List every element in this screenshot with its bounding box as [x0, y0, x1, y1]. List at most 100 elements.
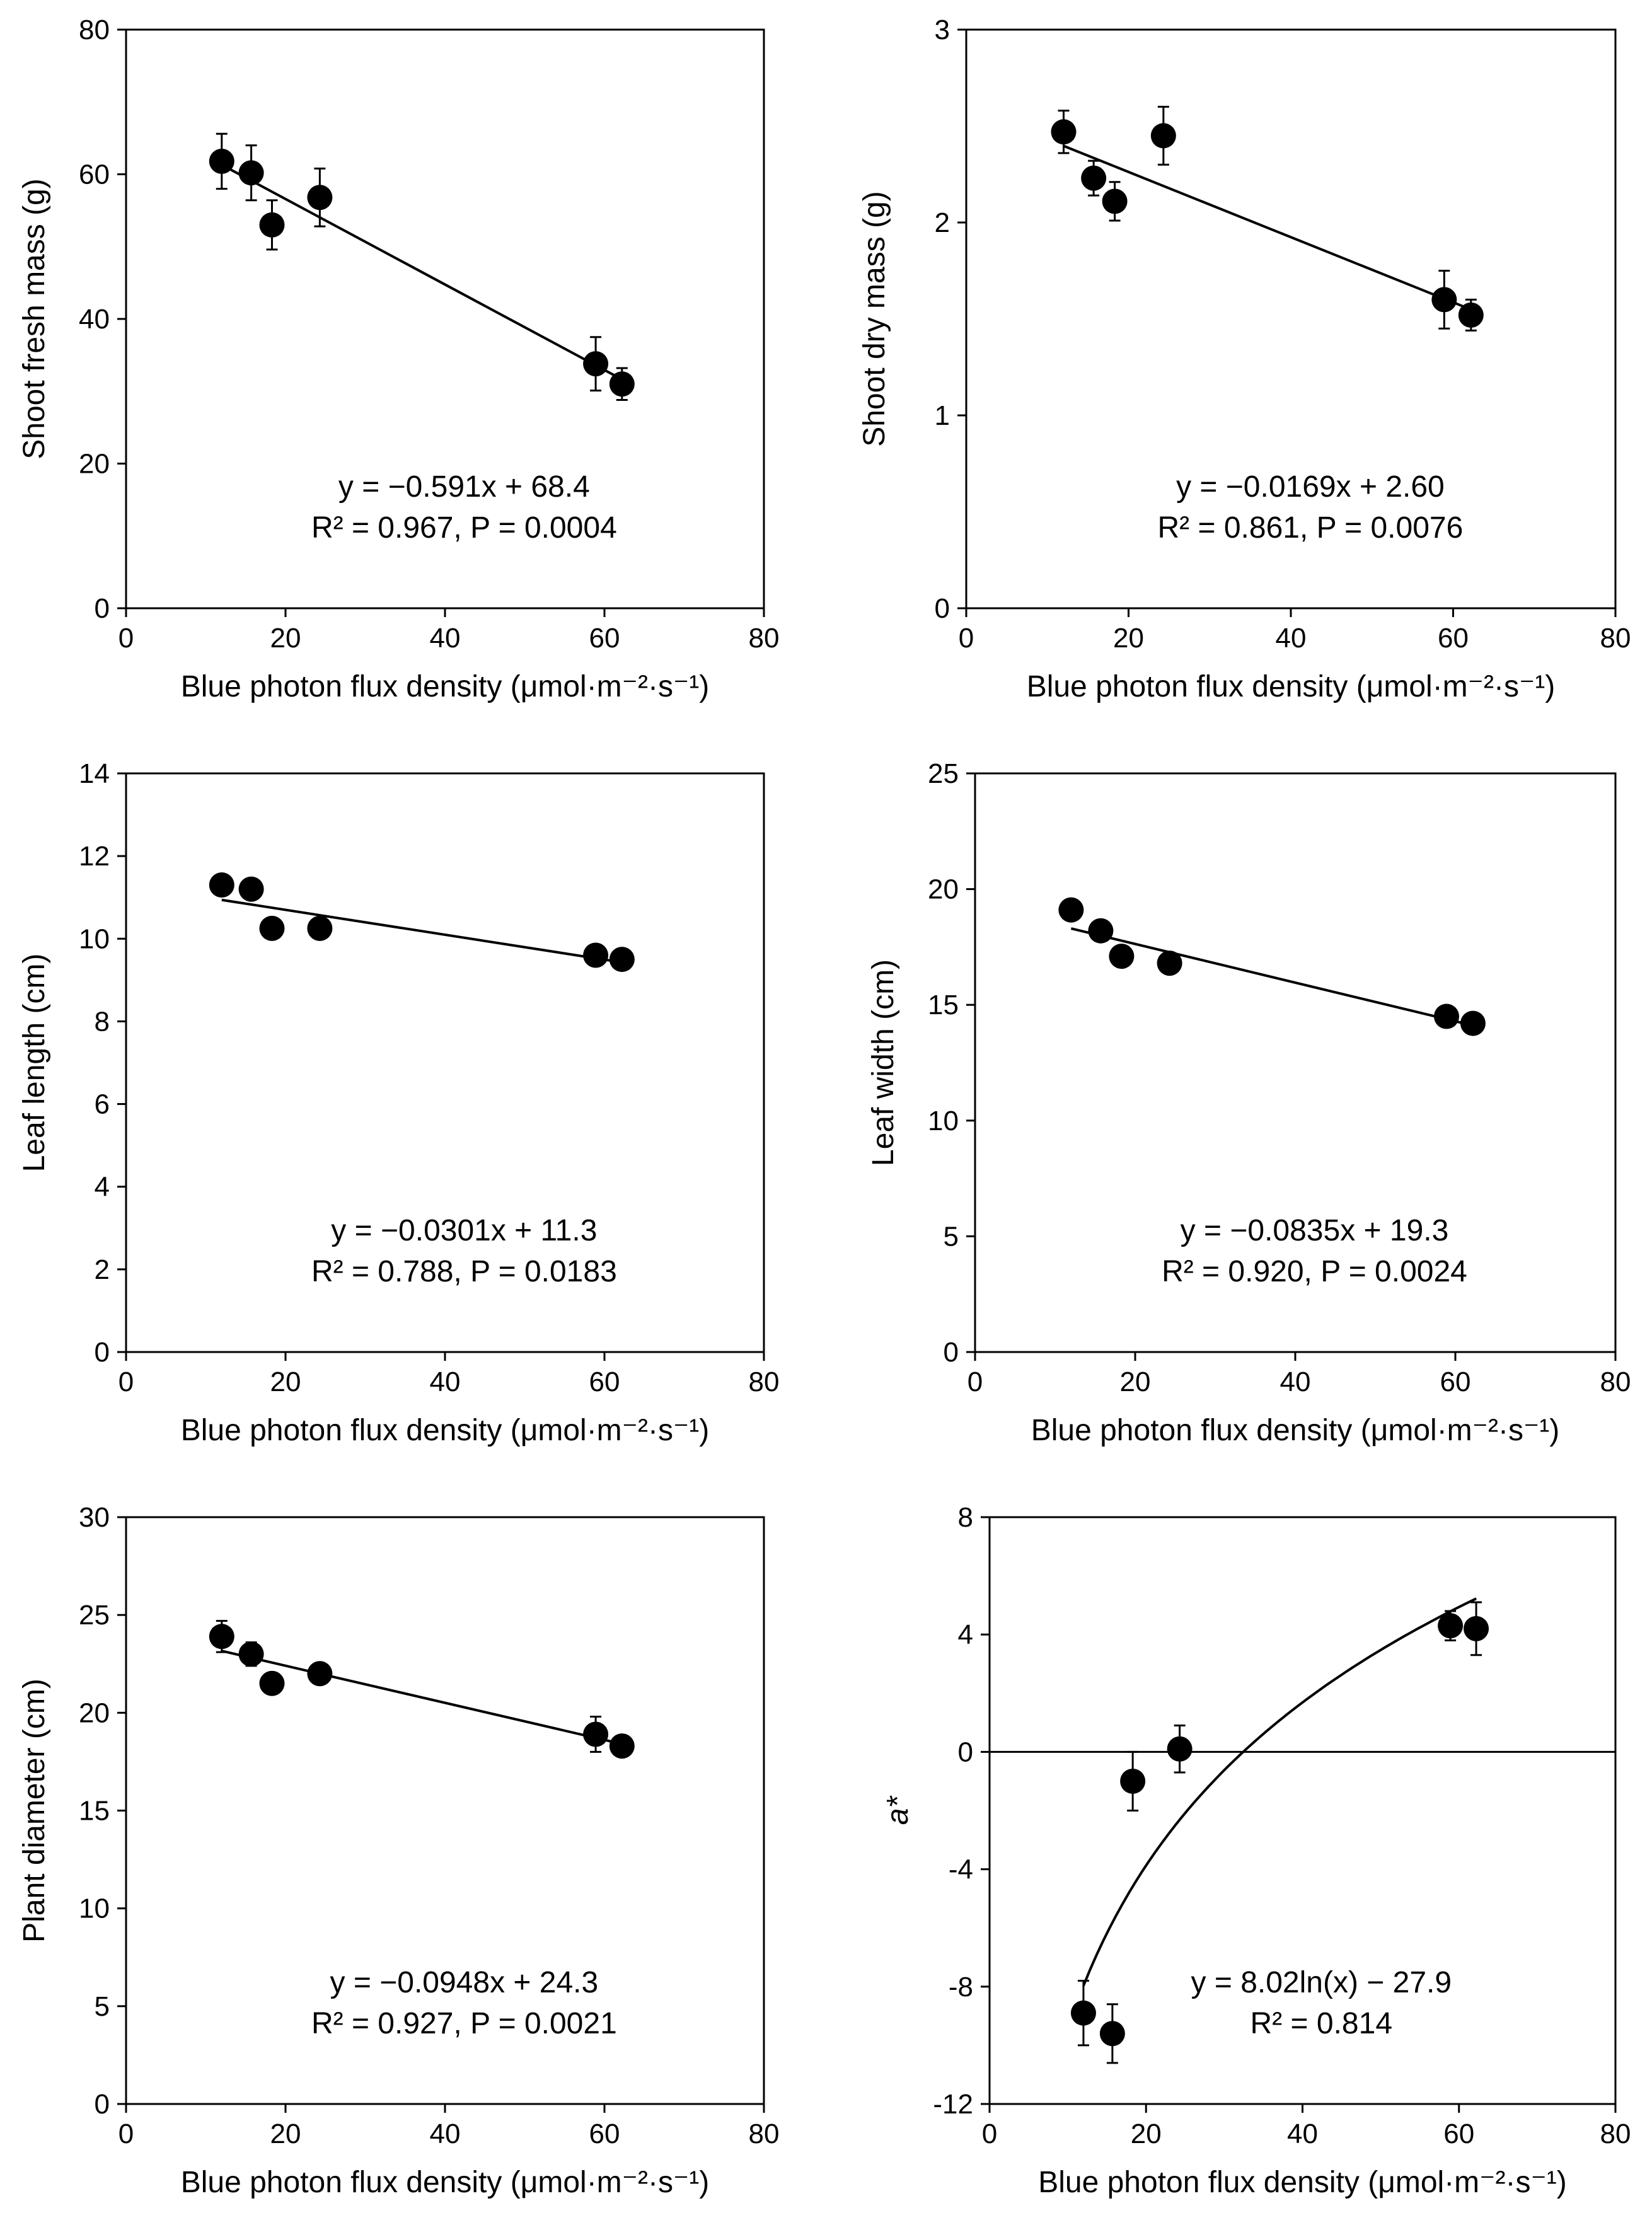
x-axis-title: Blue photon flux density (μmol·m⁻²·s⁻¹)	[181, 2166, 710, 2199]
fit-equation: y = −0.0835x + 19.3	[1181, 1214, 1449, 1247]
fit-equation: y = −0.591x + 68.4	[338, 470, 590, 504]
y-axis-title: Shoot dry mass (g)	[858, 191, 891, 446]
fit-equation: y = −0.0169x + 2.60	[1176, 470, 1445, 504]
data-point	[1058, 897, 1084, 923]
data-point	[583, 351, 609, 377]
data-point	[307, 185, 333, 211]
fit-statistics: R² = 0.814	[1251, 2007, 1392, 2040]
x-tick-label: 0	[982, 2118, 997, 2149]
data-point	[1438, 1613, 1464, 1639]
y-tick-label: 8	[95, 1006, 110, 1037]
x-tick-label: 60	[589, 2118, 620, 2149]
y-tick-label: 80	[79, 14, 110, 45]
data-point	[1099, 2021, 1125, 2047]
y-axis-title: Leaf width (cm)	[867, 959, 900, 1166]
y-tick-label: 0	[95, 1337, 110, 1368]
chart-panel-3: 0 20 40 60 80 0 2 4 6 8 10 12 14 Blue photon flux den…	[18, 758, 779, 1447]
x-tick-label: 20	[270, 1367, 301, 1397]
regression-line	[221, 163, 623, 381]
chart-panel-2: 0 20 40 60 80 0 1 2 3 Blue photon flux density (μ…	[858, 14, 1631, 703]
data-point	[609, 947, 635, 973]
y-tick-label: 20	[79, 449, 110, 480]
fit-statistics: R² = 0.861, P = 0.0076	[1157, 511, 1463, 545]
data-point	[1150, 123, 1176, 149]
y-tick-label: 60	[79, 159, 110, 190]
data-point	[209, 148, 234, 174]
data-point	[259, 1670, 285, 1696]
data-point	[1464, 1615, 1489, 1641]
fit-equation: y = −0.0948x + 24.3	[330, 1966, 599, 1999]
x-tick-label: 60	[589, 1367, 620, 1397]
x-tick-label: 40	[1280, 1367, 1311, 1397]
data-point	[1102, 188, 1128, 214]
data-point	[1167, 1736, 1193, 1762]
x-tick-label: 20	[270, 623, 301, 654]
data-point	[609, 371, 635, 397]
y-tick-label: -8	[949, 1972, 973, 2002]
fit-statistics: R² = 0.927, P = 0.0021	[311, 2007, 617, 2040]
regression-line	[1070, 927, 1474, 1027]
x-axis-title: Blue photon flux density (μmol·m⁻²·s⁻¹)	[181, 1414, 710, 1447]
data-point	[1070, 2000, 1096, 2026]
y-axis-title: Leaf length (cm)	[18, 954, 51, 1172]
regression-line	[221, 1650, 623, 1745]
x-tick-label: 40	[430, 1367, 461, 1397]
x-tick-label: 40	[1276, 623, 1307, 654]
data-point	[1120, 1768, 1146, 1794]
y-tick-label: 0	[95, 2089, 110, 2120]
fit-equation: y = −0.0301x + 11.3	[331, 1214, 597, 1247]
x-tick-label: 40	[430, 2118, 461, 2149]
data-point	[307, 1661, 333, 1687]
y-tick-label: 4	[95, 1172, 110, 1203]
x-tick-label: 0	[968, 1367, 983, 1397]
fit-statistics: R² = 0.967, P = 0.0004	[311, 511, 617, 545]
x-tick-label: 60	[1443, 2118, 1474, 2149]
y-tick-label: 15	[928, 990, 959, 1020]
y-axis-title: Shoot fresh mass (g)	[18, 178, 51, 459]
data-point	[1434, 1003, 1460, 1029]
x-axis-title: Blue photon flux density (μmol·m⁻²·s⁻¹)	[181, 670, 710, 703]
regression-curve	[1082, 1597, 1477, 1987]
data-point	[238, 876, 264, 902]
data-point	[238, 1641, 264, 1667]
data-point	[1051, 119, 1077, 145]
data-point	[307, 915, 333, 941]
y-tick-label: 2	[95, 1254, 110, 1285]
x-tick-label: 20	[270, 2118, 301, 2149]
x-tick-label: 20	[1120, 1367, 1151, 1397]
x-tick-label: 0	[118, 1367, 134, 1397]
y-tick-label: 20	[79, 1697, 110, 1728]
y-tick-label: 6	[95, 1089, 110, 1120]
y-tick-label: 2	[935, 207, 950, 238]
x-axis-title: Blue photon flux density (μmol·m⁻²·s⁻¹)	[1027, 670, 1556, 703]
x-tick-label: 80	[1600, 2118, 1631, 2149]
data-point	[1109, 944, 1135, 969]
x-axis-title: Blue photon flux density (μmol·m⁻²·s⁻¹)	[1031, 1414, 1560, 1447]
data-point	[1460, 1010, 1486, 1036]
y-tick-label: 0	[944, 1337, 959, 1368]
y-tick-label: 30	[79, 1502, 110, 1533]
y-tick-label: 20	[928, 874, 959, 905]
x-axis-title: Blue photon flux density (μmol·m⁻²·s⁻¹)	[1038, 2166, 1567, 2199]
x-tick-label: 80	[1600, 623, 1631, 654]
y-tick-label: 8	[958, 1502, 973, 1533]
data-point	[238, 160, 264, 186]
y-tick-label: 25	[79, 1600, 110, 1631]
y-tick-label: 10	[79, 1893, 110, 1924]
x-tick-label: 20	[1131, 2118, 1162, 2149]
y-tick-label: 15	[79, 1796, 110, 1827]
y-tick-label: 12	[79, 841, 110, 872]
x-tick-label: 0	[959, 623, 974, 654]
chart-panel-5: 0 20 40 60 80 0 5 10 15 20 25 30 Blue photon flux de…	[18, 1502, 779, 2199]
y-tick-label: 40	[79, 304, 110, 335]
data-point	[209, 1624, 234, 1650]
y-tick-label: -12	[933, 2089, 973, 2120]
y-tick-label: 0	[958, 1737, 973, 1767]
x-tick-label: 60	[589, 623, 620, 654]
x-tick-label: 80	[1600, 1367, 1631, 1397]
data-point	[1088, 918, 1114, 944]
data-point	[209, 872, 234, 898]
regression-line	[1063, 144, 1472, 311]
x-tick-label: 60	[1438, 623, 1469, 654]
